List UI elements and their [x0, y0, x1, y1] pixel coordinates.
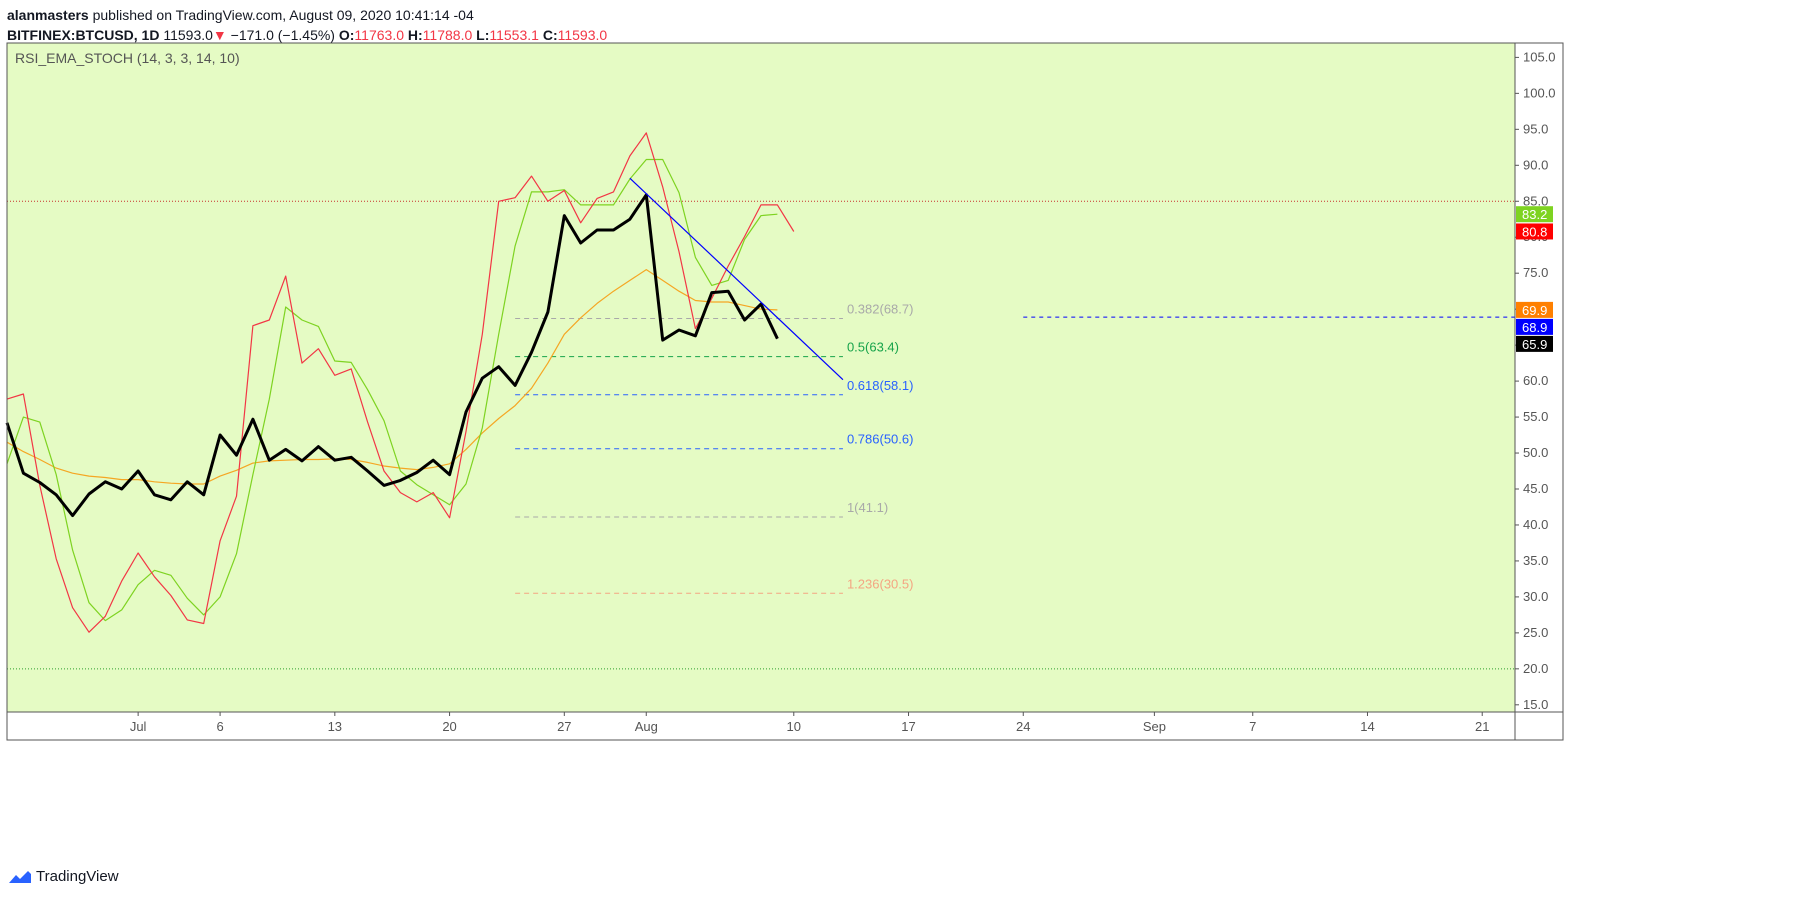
price-label-text: 65.9 — [1522, 337, 1547, 352]
x-tick-label: 7 — [1249, 719, 1256, 734]
price-label-box — [1516, 301, 1553, 318]
fibonacci-retracement[interactable]: 0.382(68.7) 0.5(63.4) 0.618(58.1) 0.786(50.… — [515, 302, 913, 594]
close-label: C: — [542, 27, 558, 43]
fib-level-label: 0.382(68.7) — [847, 302, 914, 317]
low-value: 11553.1 — [489, 27, 539, 43]
y-tick-label: 15.0 — [1523, 697, 1548, 712]
y-tick-label: 90.0 — [1523, 157, 1548, 172]
fib-level-label: 1(41.1) — [847, 500, 888, 515]
series-line-stoch-d — [6, 158, 778, 622]
y-tick-label: 45.0 — [1523, 481, 1548, 496]
symbol-info: BITFINEX:BTCUSD, 1D 11593.0▼ −171.0 (−1.… — [7, 25, 607, 45]
tradingview-logo-icon — [9, 870, 31, 883]
chart-frame — [6, 42, 1564, 741]
chart-header: alanmasters published on TradingView.com… — [7, 5, 607, 45]
trendline[interactable] — [629, 177, 844, 381]
x-tick-label: 6 — [216, 719, 223, 734]
x-tick-label: 24 — [1016, 719, 1030, 734]
close-value: 11593.0 — [557, 27, 608, 43]
price-label-text: 83.2 — [1522, 207, 1547, 222]
price-change: −171.0 (−1.45%) — [230, 27, 335, 43]
low-label: L: — [476, 27, 490, 43]
open-value: 11763.0 — [354, 27, 404, 43]
y-tick-label: 20.0 — [1523, 661, 1548, 676]
price-labels: 83.2 80.8 69.9 68.9 65.9 — [1516, 206, 1553, 352]
x-tick-label: 14 — [1360, 719, 1374, 734]
price-label-box — [1516, 318, 1553, 335]
x-tick-label: Aug — [635, 719, 658, 734]
series-line-rsi — [5, 193, 779, 518]
price-label-text: 68.9 — [1522, 320, 1547, 335]
y-tick-label: 50.0 — [1523, 445, 1548, 460]
y-tick-label: 35.0 — [1523, 553, 1548, 568]
x-tick-label: 20 — [442, 719, 456, 734]
x-tick-label: Jul — [130, 719, 147, 734]
fib-level-label: 0.786(50.6) — [847, 432, 914, 447]
fib-level-label: 1.236(30.5) — [847, 576, 914, 591]
price-label-box — [1516, 335, 1553, 352]
indicator-series — [5, 132, 795, 633]
fib-level-label: 0.5(63.4) — [847, 340, 899, 355]
y-tick-label: 105.0 — [1523, 49, 1556, 64]
publish-info: alanmasters published on TradingView.com… — [7, 5, 607, 25]
reference-levels — [7, 200, 1515, 670]
down-arrow-icon: ▼ — [212, 27, 227, 43]
last-price: 11593.0 — [163, 27, 213, 43]
open-label: O: — [338, 27, 355, 43]
x-tick-label: Sep — [1143, 719, 1166, 734]
x-tick-label: 13 — [328, 719, 342, 734]
indicator-title[interactable]: RSI_EMA_STOCH (14, 3, 3, 14, 10) — [15, 50, 240, 66]
x-tick-label: 17 — [901, 719, 915, 734]
y-tick-label: 85.0 — [1523, 193, 1548, 208]
x-tick-label: 21 — [1475, 719, 1489, 734]
x-tick-label: 27 — [557, 719, 571, 734]
tradingview-logo[interactable]: TradingView — [8, 868, 119, 885]
high-value: 11788.0 — [422, 27, 473, 43]
series-line-ema — [6, 269, 778, 485]
y-tick-label: 60.0 — [1523, 373, 1548, 388]
high-label: H: — [407, 27, 423, 43]
published-text: published on TradingView.com, August 09,… — [92, 7, 474, 23]
x-tick-label: 10 — [787, 719, 801, 734]
drawings[interactable] — [629, 177, 1515, 381]
fib-level-label: 0.618(58.1) — [847, 378, 914, 393]
y-tick-label: 95.0 — [1523, 121, 1548, 136]
price-label-text: 80.8 — [1522, 224, 1547, 239]
author-name[interactable]: alanmasters — [7, 7, 89, 23]
series-line-stoch-k — [6, 132, 795, 633]
y-tick-label: 55.0 — [1523, 409, 1548, 424]
y-tick-label: 30.0 — [1523, 589, 1548, 604]
y-tick-label: 75.0 — [1523, 265, 1548, 280]
price-label-box — [1516, 223, 1553, 240]
symbol-name[interactable]: BITFINEX:BTCUSD, 1D — [7, 27, 160, 43]
plot-background — [7, 43, 1515, 712]
y-tick-label: 100.0 — [1523, 85, 1556, 100]
brand-name: TradingView — [36, 868, 119, 885]
y-tick-label: 25.0 — [1523, 625, 1548, 640]
price-label-text: 69.9 — [1522, 303, 1547, 318]
price-label-box — [1516, 206, 1553, 223]
y-tick-label: 40.0 — [1523, 517, 1548, 532]
